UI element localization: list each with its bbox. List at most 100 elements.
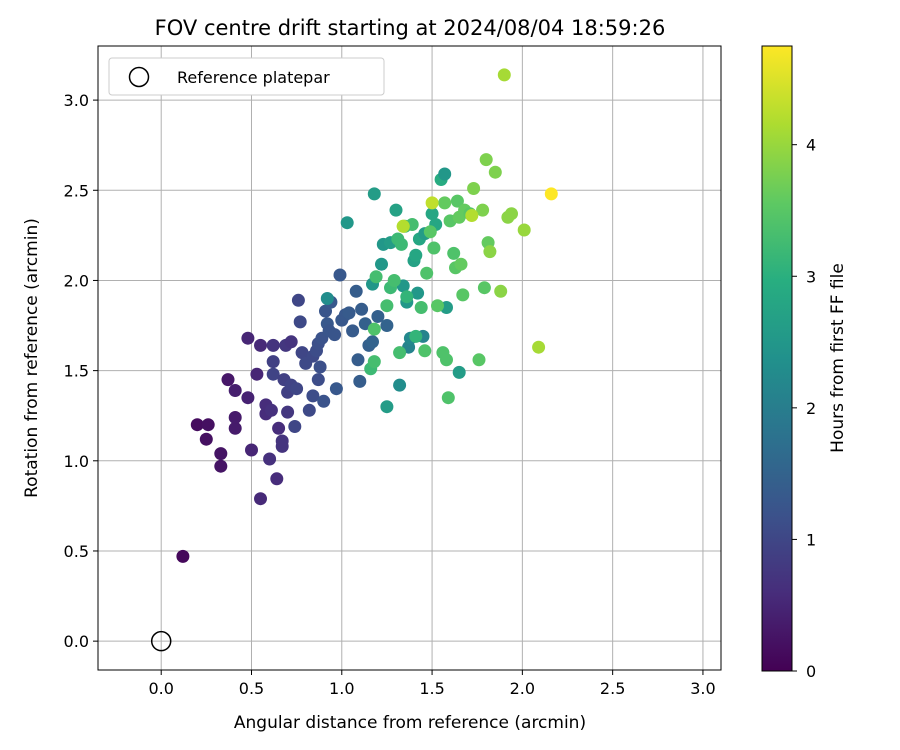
data-point	[394, 237, 408, 251]
data-point	[272, 421, 286, 435]
data-point	[497, 68, 511, 82]
data-points	[176, 68, 558, 563]
data-point	[317, 394, 331, 408]
data-point	[228, 421, 242, 435]
data-point	[447, 246, 461, 260]
data-point	[427, 241, 441, 255]
data-point	[263, 452, 277, 466]
data-point	[414, 301, 428, 314]
data-point	[393, 346, 407, 360]
data-point	[380, 400, 394, 414]
data-point	[479, 153, 493, 167]
data-point	[266, 367, 280, 381]
data-point	[488, 165, 502, 179]
data-point	[438, 196, 452, 210]
colorbar-tick-label: 4	[806, 136, 816, 155]
x-tick-label: 2.5	[600, 679, 625, 698]
data-point	[214, 447, 228, 461]
colorbar-gradient	[761, 45, 793, 672]
data-point	[477, 281, 491, 295]
x-tick-label: 3.0	[690, 679, 715, 698]
x-tick-label: 0.5	[239, 679, 264, 698]
y-axis-label: Rotation from reference (arcmin)	[22, 218, 42, 498]
y-tick-label: 3.0	[64, 91, 89, 110]
data-point	[476, 203, 490, 217]
data-point	[387, 274, 401, 287]
data-point	[270, 472, 284, 486]
data-point	[254, 492, 267, 506]
colorbar-tick-label: 1	[806, 530, 816, 549]
data-point	[411, 286, 425, 300]
data-point	[380, 299, 394, 313]
data-point	[328, 328, 342, 342]
legend-reference-marker	[128, 66, 150, 88]
data-point	[284, 335, 298, 349]
grid	[98, 46, 721, 670]
data-point	[291, 293, 305, 307]
data-point	[288, 420, 302, 433]
y-tick-label: 2.0	[64, 271, 89, 290]
data-point	[396, 219, 410, 233]
data-point	[176, 549, 190, 563]
legend-label: Reference platepar	[177, 68, 330, 87]
data-point	[281, 405, 295, 419]
data-point	[438, 167, 452, 181]
y-tick-label: 0.5	[64, 542, 89, 561]
data-point	[366, 335, 379, 349]
data-point	[355, 302, 369, 316]
data-point	[313, 360, 327, 374]
x-tick-label: 1.0	[329, 679, 354, 698]
data-point	[441, 391, 455, 405]
data-point	[214, 459, 228, 473]
data-point	[367, 322, 381, 336]
data-point	[505, 207, 518, 221]
y-tick-label: 2.5	[64, 181, 89, 200]
data-point	[340, 216, 354, 230]
data-point	[483, 245, 497, 259]
data-point	[367, 187, 381, 201]
x-tick-label: 0.0	[148, 679, 173, 698]
data-point	[400, 290, 414, 304]
data-point	[425, 196, 439, 210]
data-point	[201, 418, 215, 432]
data-point	[329, 382, 343, 396]
data-point	[425, 207, 439, 221]
data-point	[494, 284, 508, 298]
data-point	[302, 403, 316, 417]
legend-box	[108, 57, 385, 96]
data-point	[423, 225, 437, 239]
x-tick-label: 2.0	[510, 679, 535, 698]
colorbar: 0 1 2 3 4 Hours from first FF file	[761, 45, 848, 681]
data-point	[467, 182, 481, 195]
data-point	[409, 248, 423, 262]
data-point	[254, 338, 267, 352]
data-point	[465, 209, 479, 222]
data-point	[418, 344, 432, 358]
x-axis-label: Angular distance from reference (arcmin)	[234, 713, 586, 733]
data-point	[333, 268, 347, 282]
data-point	[241, 331, 255, 345]
data-point	[369, 270, 383, 284]
data-point	[228, 411, 242, 424]
y-tick-label: 0.0	[64, 632, 89, 651]
y-tick-label: 1.0	[64, 452, 89, 471]
data-point	[293, 315, 307, 329]
y-tick-label: 1.5	[64, 362, 89, 381]
reference-point	[150, 630, 172, 652]
legend: Reference platepar	[108, 57, 385, 96]
colorbar-tick-label: 0	[806, 662, 816, 681]
data-point	[371, 310, 385, 323]
colorbar-tick-label: 2	[806, 399, 816, 418]
data-point	[393, 378, 407, 392]
data-point	[409, 329, 423, 343]
data-point	[532, 340, 546, 354]
data-point	[472, 353, 486, 367]
plot-area: 0.0 0.5 1.0 1.5 2.0 2.5 3.0 0.0 0.5 1.0 1.5 2.0 2.5 3…	[64, 45, 722, 698]
colorbar-tick-label: 3	[806, 267, 816, 286]
data-point	[290, 382, 304, 396]
data-point	[320, 292, 334, 305]
data-point	[311, 373, 325, 387]
data-point	[380, 319, 394, 332]
x-tick-label: 1.5	[419, 679, 444, 698]
